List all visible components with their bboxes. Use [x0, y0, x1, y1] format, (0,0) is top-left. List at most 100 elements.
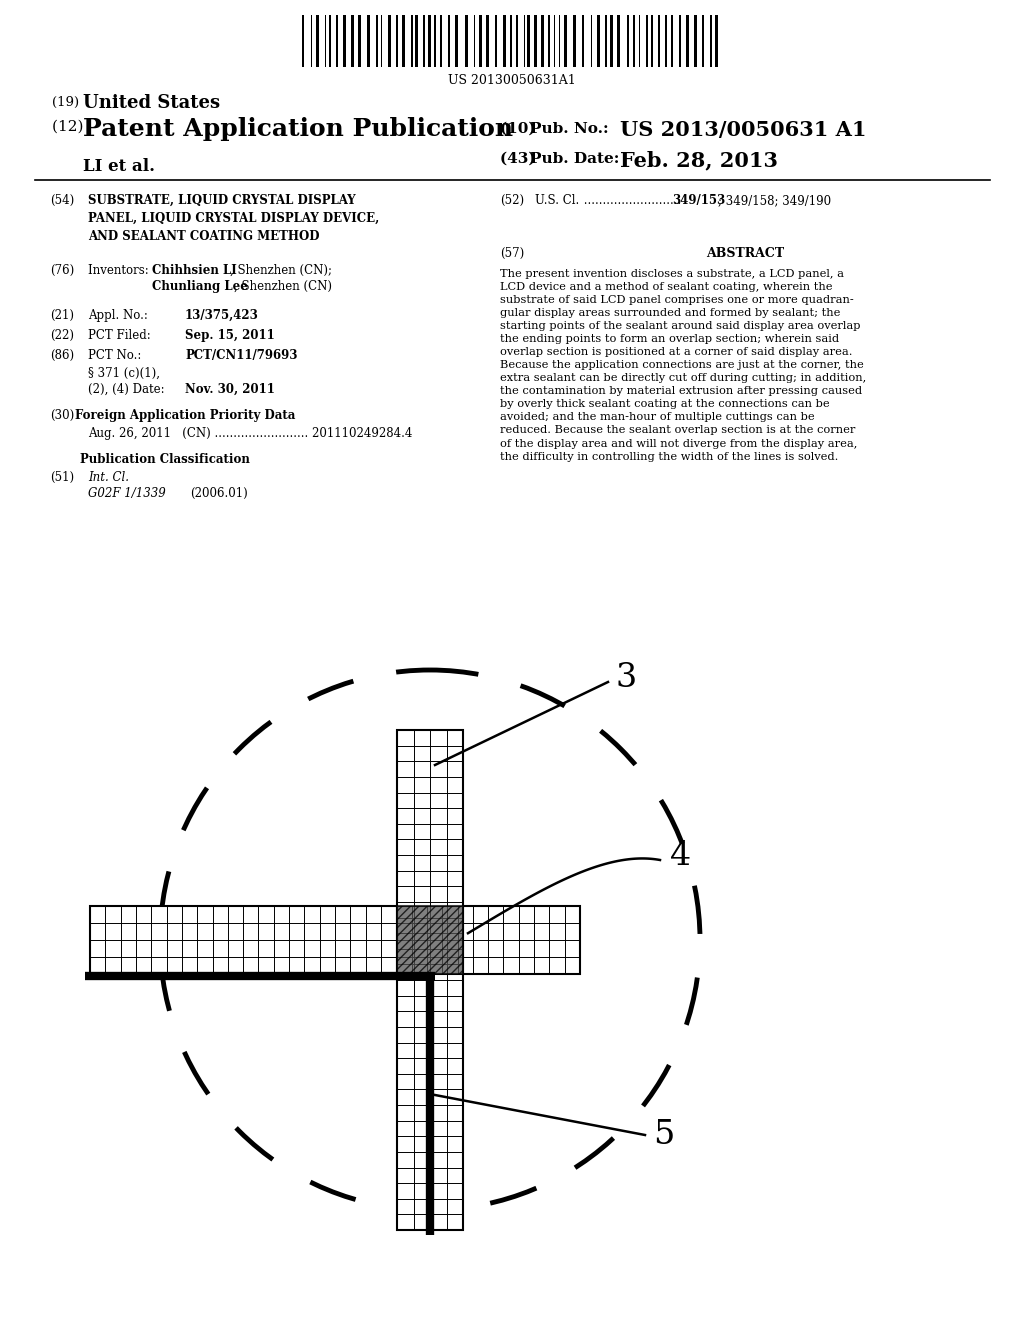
Bar — [554, 15, 555, 67]
Text: G02F 1/1339: G02F 1/1339 — [88, 487, 166, 500]
Bar — [582, 15, 585, 67]
Text: United States: United States — [83, 94, 220, 112]
Bar — [440, 15, 442, 67]
Text: Pub. No.:: Pub. No.: — [530, 121, 608, 136]
Bar — [646, 15, 648, 67]
Text: Appl. No.:: Appl. No.: — [88, 309, 147, 322]
Text: PCT Filed:: PCT Filed: — [88, 329, 151, 342]
Bar — [397, 730, 463, 1230]
Bar — [666, 15, 668, 67]
Bar — [610, 15, 612, 67]
Text: US 20130050631A1: US 20130050631A1 — [449, 74, 575, 87]
Text: Pub. Date:: Pub. Date: — [530, 152, 620, 166]
Bar — [685, 15, 688, 67]
Text: (54): (54) — [50, 194, 75, 207]
Text: 3: 3 — [616, 663, 637, 694]
Bar — [423, 15, 425, 67]
Bar — [465, 15, 468, 67]
Bar — [716, 15, 718, 67]
Bar — [415, 15, 418, 67]
Text: (51): (51) — [50, 471, 74, 484]
Bar — [412, 15, 413, 67]
Bar — [657, 15, 659, 67]
Text: Aug. 26, 2011   (CN) ......................... 201110249284.4: Aug. 26, 2011 (CN) .....................… — [88, 426, 413, 440]
Bar — [456, 15, 459, 67]
Bar — [434, 15, 435, 67]
Bar — [495, 15, 497, 67]
Text: (19): (19) — [52, 96, 83, 110]
Bar — [401, 15, 404, 67]
Text: , Shenzhen (CN): , Shenzhen (CN) — [234, 280, 332, 293]
Bar — [679, 15, 681, 67]
Bar — [605, 15, 607, 67]
Bar — [633, 15, 635, 67]
Bar — [573, 15, 575, 67]
Bar — [351, 15, 354, 67]
Bar — [376, 15, 378, 67]
Bar — [381, 15, 382, 67]
Bar — [510, 15, 512, 67]
Bar — [559, 15, 560, 67]
Bar — [368, 15, 371, 67]
Text: (52): (52) — [500, 194, 524, 207]
Bar — [388, 15, 391, 67]
Text: Feb. 28, 2013: Feb. 28, 2013 — [620, 150, 778, 170]
Text: 13/375,423: 13/375,423 — [185, 309, 259, 322]
Bar — [397, 906, 463, 974]
Text: (12): (12) — [52, 120, 88, 135]
Text: (22): (22) — [50, 329, 74, 342]
Bar — [701, 15, 705, 67]
Text: PCT No.:: PCT No.: — [88, 348, 141, 362]
Bar — [325, 15, 327, 67]
Text: Chihhsien LI: Chihhsien LI — [152, 264, 237, 277]
Bar — [535, 15, 537, 67]
Bar — [694, 15, 697, 67]
Bar — [591, 15, 592, 67]
Text: Int. Cl.: Int. Cl. — [88, 471, 129, 484]
Bar — [396, 15, 397, 67]
Text: , Shenzhen (CN);: , Shenzhen (CN); — [230, 264, 332, 277]
Text: (2006.01): (2006.01) — [190, 487, 248, 500]
Bar — [310, 15, 312, 67]
Bar — [671, 15, 673, 67]
Bar — [447, 15, 450, 67]
Text: (2), (4) Date:: (2), (4) Date: — [88, 383, 165, 396]
Bar — [651, 15, 653, 67]
Text: US 2013/0050631 A1: US 2013/0050631 A1 — [620, 120, 866, 140]
Text: Chunliang Lee: Chunliang Lee — [152, 280, 248, 293]
Bar — [711, 15, 712, 67]
Bar — [479, 15, 482, 67]
Bar — [527, 15, 529, 67]
Bar — [336, 15, 338, 67]
Bar — [428, 15, 431, 67]
Bar — [564, 15, 566, 67]
Text: Inventors:: Inventors: — [88, 264, 157, 277]
Text: (30): (30) — [50, 409, 75, 422]
Text: ; 349/158; 349/190: ; 349/158; 349/190 — [718, 194, 831, 207]
Bar — [329, 15, 331, 67]
Text: (76): (76) — [50, 264, 75, 277]
Text: 5: 5 — [653, 1119, 675, 1151]
Bar — [474, 15, 475, 67]
Text: PCT/CN11/79693: PCT/CN11/79693 — [185, 348, 298, 362]
Bar — [343, 15, 346, 67]
Text: Patent Application Publication: Patent Application Publication — [83, 117, 513, 141]
Bar — [617, 15, 621, 67]
Text: 4: 4 — [670, 840, 691, 873]
Text: SUBSTRATE, LIQUID CRYSTAL DISPLAY
PANEL, LIQUID CRYSTAL DISPLAY DEVICE,
AND SEAL: SUBSTRATE, LIQUID CRYSTAL DISPLAY PANEL,… — [88, 194, 379, 243]
Text: 349/153: 349/153 — [672, 194, 725, 207]
Bar — [302, 15, 304, 67]
Bar — [90, 906, 580, 974]
Bar — [541, 15, 544, 67]
Text: (21): (21) — [50, 309, 74, 322]
Text: Foreign Application Priority Data: Foreign Application Priority Data — [75, 409, 295, 422]
Bar — [549, 15, 550, 67]
Bar — [639, 15, 640, 67]
Bar — [523, 15, 524, 67]
Text: LI et al.: LI et al. — [83, 158, 155, 176]
Bar — [486, 15, 488, 67]
Text: § 371 (c)(1),: § 371 (c)(1), — [88, 367, 160, 380]
Text: ..........................: .......................... — [580, 194, 685, 207]
Bar — [504, 15, 506, 67]
Text: Nov. 30, 2011: Nov. 30, 2011 — [185, 383, 274, 396]
